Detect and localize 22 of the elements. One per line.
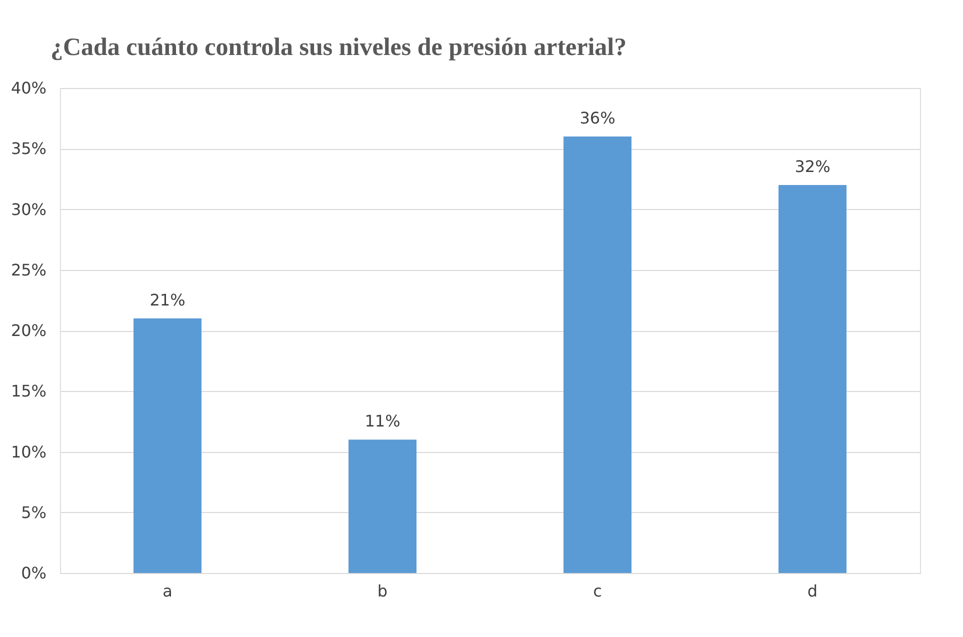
y-tick-label: 15% [10,382,46,401]
data-label: 32% [794,157,830,176]
data-label: 11% [364,412,400,431]
y-tick-label: 10% [10,442,46,462]
y-tick-label: 35% [10,139,46,158]
y-tick-label: 0% [21,564,46,582]
y-tick-label: 25% [10,260,46,280]
bar [134,318,202,573]
y-tick-label: 30% [10,200,46,219]
y-tick-label: 20% [10,321,46,340]
x-tick-label: a [162,582,172,600]
y-tick-label: 5% [21,502,46,522]
x-tick-label: d [807,582,818,600]
bar [348,440,416,573]
x-tick-label: c [593,582,602,600]
data-label: 36% [580,108,616,128]
data-label: 21% [150,290,186,310]
y-tick-label: 40% [10,78,46,98]
bar [778,185,846,573]
bar [564,136,632,573]
x-tick-label: b [377,582,388,600]
chart-title: ¿Cada cuánto controla sus niveles de presión arterial? [50,34,627,61]
